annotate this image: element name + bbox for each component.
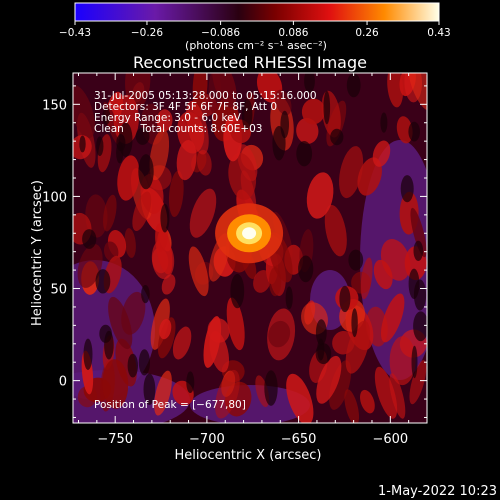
peak-core — [242, 227, 257, 240]
heatmap-image — [73, 73, 427, 423]
footer-timestamp: 1-May-2022 10:23 — [378, 484, 497, 499]
peak-position-label: Position of Peak = [−677,80] — [94, 399, 246, 411]
x-tick-label: −700 — [189, 432, 225, 447]
annotation-clean: Clean Total counts: 8.60E+03 — [94, 123, 263, 135]
y-tick-label: 0 — [59, 375, 67, 390]
y-tick-label: 150 — [42, 98, 67, 113]
colorbar-tick-label: 0.43 — [427, 27, 450, 39]
x-tick-label: −650 — [281, 432, 317, 447]
colorbar-ticks: −0.43 −0.26 −0.086 0.086 0.26 0.43 — [59, 21, 451, 39]
colorbar-unit-label: (photons cm⁻² s⁻¹ asec⁻²) — [185, 39, 327, 52]
colorbar — [74, 2, 440, 22]
colorbar-tick-label: −0.43 — [59, 27, 91, 39]
annotation-energy: Energy Range: 3.0 - 6.0 keV — [94, 112, 242, 124]
x-axis-label: Heliocentric X (arcsec) — [175, 448, 322, 463]
annotation-time: 31-Jul-2005 05:13:28.000 to 05:15:16.000 — [94, 90, 317, 102]
colorbar-tick-label: 0.26 — [355, 27, 379, 39]
plot-frame — [72, 72, 428, 424]
y-tick-label: 50 — [50, 283, 67, 298]
axes: −750 −700 −650 −600 0 50 100 150 — [42, 73, 428, 447]
chart-title: Reconstructed RHESSI Image — [133, 53, 367, 72]
colorbar-tick-label: −0.26 — [131, 27, 163, 39]
x-tick-label: −750 — [97, 432, 133, 447]
y-axis-label: Heliocentric Y (arcsec) — [30, 180, 45, 326]
x-tick-label: −600 — [372, 432, 408, 447]
annotation-detectors: Detectors: 3F 4F 5F 6F 7F 8F, Att 0 — [94, 101, 277, 113]
colorbar-tick-label: 0.086 — [278, 27, 308, 39]
y-tick-label: 100 — [42, 190, 67, 205]
colorbar-tick-label: −0.086 — [201, 27, 240, 39]
